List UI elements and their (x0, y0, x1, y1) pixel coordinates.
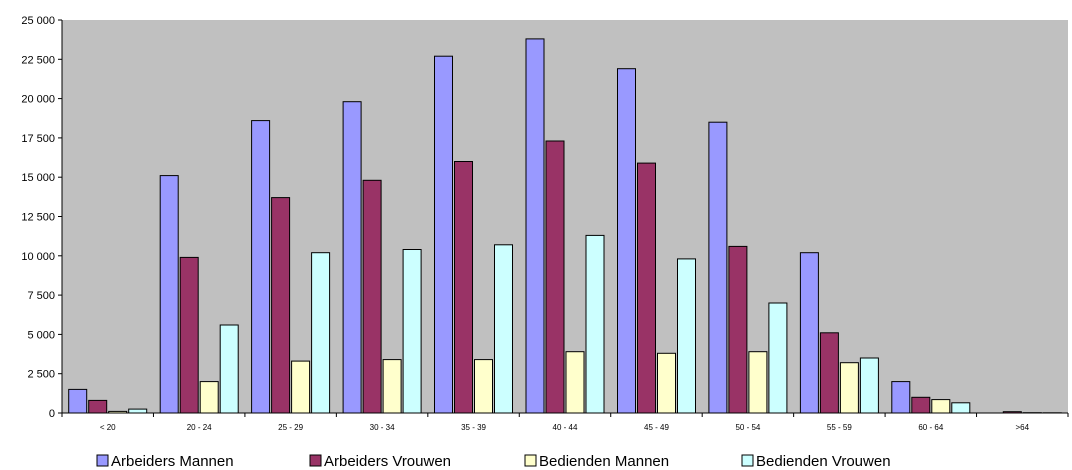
x-tick-label: >64 (1015, 423, 1029, 432)
x-tick-label: 35 - 39 (461, 423, 486, 432)
bar-bedienden-vrouwen-1 (219, 324, 239, 414)
axes-group: 0 2 500 5 000 7 500 10 000 12 500 15 000 17 500… (21, 15, 1069, 432)
legend-label-arbeiders-mannen: Arbeiders Mannen (111, 453, 234, 470)
bar-bedienden-vrouwen-5 (585, 234, 605, 414)
x-tick-label: 50 - 54 (735, 423, 760, 432)
bar-arbeiders-mannen-0 (68, 388, 88, 414)
bar-arbeiders-vrouwen-6 (637, 162, 656, 414)
bar-bedienden-vrouwen-0 (128, 408, 148, 414)
x-tick-label: 20 - 24 (187, 423, 212, 432)
x-tick-label: 45 - 49 (644, 423, 669, 432)
bar-arbeiders-vrouwen-9 (911, 396, 931, 414)
y-tick-label: 17 500 (21, 133, 55, 145)
y-tick-label: 7 500 (27, 290, 55, 302)
bar-bedienden-mannen-4 (474, 359, 493, 414)
bar-bedienden-mannen-9 (931, 399, 951, 414)
bar-bedienden-vrouwen-4 (494, 244, 513, 414)
y-tick-label: 15 000 (21, 172, 55, 184)
x-tick-label: 40 - 44 (553, 423, 578, 432)
bars-group (68, 38, 1062, 414)
bar-arbeiders-mannen-2 (251, 120, 271, 414)
legend-swatch-arbeiders-vrouwen (309, 454, 322, 467)
bar-arbeiders-mannen-7 (708, 121, 728, 414)
bar-bedienden-mannen-5 (565, 351, 585, 414)
bar-arbeiders-mannen-4 (434, 55, 453, 414)
bar-arbeiders-vrouwen-2 (271, 197, 291, 414)
bar-bedienden-vrouwen-6 (677, 258, 696, 414)
x-tick-label: 30 - 34 (370, 423, 395, 432)
y-tick-label: 25 000 (21, 15, 55, 27)
x-tick-label: 55 - 59 (827, 423, 852, 432)
bar-arbeiders-mannen-6 (617, 68, 636, 414)
bar-arbeiders-mannen-8 (799, 252, 819, 414)
bar-arbeiders-mannen-3 (342, 101, 362, 414)
x-tick-label: 60 - 64 (918, 423, 943, 432)
bar-arbeiders-vrouwen-4 (454, 161, 473, 414)
y-tick-label: 10 000 (21, 251, 55, 263)
bar-bedienden-vrouwen-9 (951, 402, 971, 414)
bar-bedienden-vrouwen-7 (768, 302, 788, 414)
bar-arbeiders-vrouwen-0 (88, 399, 108, 414)
x-tick-label: 25 - 29 (278, 423, 303, 432)
bar-arbeiders-mannen-5 (525, 38, 545, 414)
bar-bedienden-mannen-8 (839, 362, 859, 414)
legend-label-bedienden-vrouwen: Bedienden Vrouwen (756, 453, 891, 470)
bar-arbeiders-vrouwen-5 (545, 140, 565, 414)
y-tick-label: 5 000 (27, 329, 55, 341)
bar-arbeiders-mannen-9 (891, 381, 911, 414)
bar-bedienden-mannen-7 (748, 351, 768, 414)
y-tick-label: 12 500 (21, 212, 55, 224)
legend: Arbeiders Mannen Arbeiders Vrouwen Bediend… (96, 453, 891, 470)
bar-arbeiders-mannen-1 (159, 175, 179, 414)
bar-bedienden-vrouwen-2 (311, 252, 331, 414)
legend-label-arbeiders-vrouwen: Arbeiders Vrouwen (324, 453, 451, 470)
legend-swatch-bedienden-vrouwen (741, 454, 754, 467)
bar-arbeiders-vrouwen-8 (819, 332, 839, 414)
legend-label-bedienden-mannen: Bedienden Mannen (539, 453, 669, 470)
y-tick-label: 2 500 (27, 369, 55, 381)
y-tick-label: 20 000 (21, 94, 55, 106)
plot-area (62, 20, 1068, 413)
bar-bedienden-mannen-3 (382, 359, 402, 414)
legend-swatch-arbeiders-mannen (96, 454, 109, 467)
bar-bedienden-vrouwen-8 (859, 357, 879, 414)
bar-arbeiders-vrouwen-1 (179, 256, 199, 414)
x-tick-label: < 20 (100, 423, 116, 432)
bar-bedienden-mannen-2 (291, 360, 311, 414)
bar-bedienden-vrouwen-3 (402, 249, 422, 414)
bar-arbeiders-vrouwen-7 (728, 245, 748, 414)
bar-bedienden-mannen-6 (657, 352, 676, 414)
bar-arbeiders-vrouwen-3 (362, 179, 382, 414)
legend-swatch-bedienden-mannen (524, 454, 537, 467)
y-tick-label: 22 500 (21, 54, 55, 66)
y-tick-label: 0 (49, 408, 55, 420)
bar-bedienden-mannen-1 (199, 381, 219, 414)
